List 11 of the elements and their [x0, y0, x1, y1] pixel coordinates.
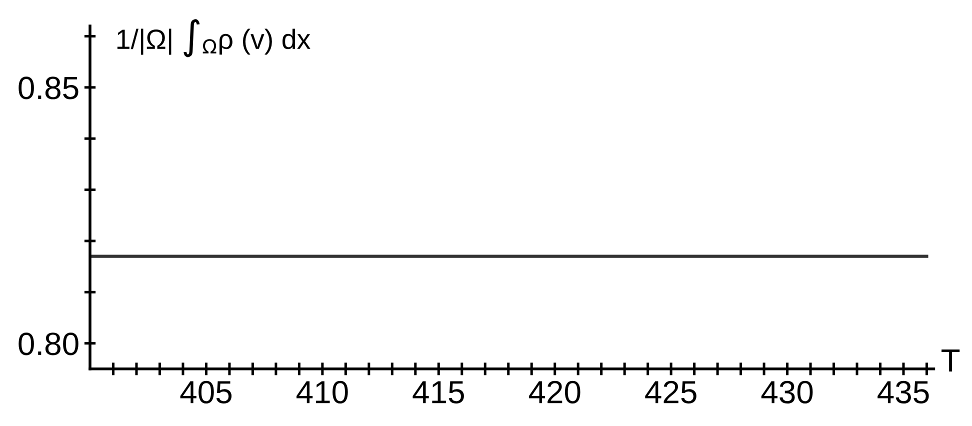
x-tick-label: 405 [180, 380, 232, 404]
x-tick-label: 425 [645, 380, 696, 404]
y-tick-label: 0.85 [18, 76, 78, 100]
x-tick-label: 420 [528, 380, 580, 404]
x-tick-label: 430 [761, 380, 813, 404]
x-tick-label: 435 [878, 380, 929, 404]
y-tick-label: 0.80 [18, 332, 78, 356]
y-axis-title: 1/|Ω| ∫$_{Ω}$ρ (v) dx [117, 19, 310, 58]
x-axis-title: T [942, 350, 960, 372]
x-tick-label: 410 [296, 380, 348, 404]
x-tick-label: 415 [412, 381, 464, 404]
